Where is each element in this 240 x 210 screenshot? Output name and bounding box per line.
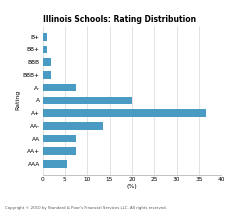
Bar [42,97,132,104]
Bar [42,84,76,91]
Bar [42,71,51,79]
Bar [42,46,47,53]
Bar [42,135,76,142]
Y-axis label: Rating: Rating [15,90,20,110]
Text: Illinois Schools: Rating Distribution: Illinois Schools: Rating Distribution [42,15,196,24]
Bar [42,58,51,66]
Bar [42,33,47,41]
Bar [42,122,103,130]
Text: Copyright © 2010 by Standard & Poor's Financial Services LLC. All rights reserve: Copyright © 2010 by Standard & Poor's Fi… [5,206,167,210]
Bar [42,147,76,155]
Bar [42,109,206,117]
X-axis label: (%): (%) [126,184,137,189]
Bar [42,160,67,168]
